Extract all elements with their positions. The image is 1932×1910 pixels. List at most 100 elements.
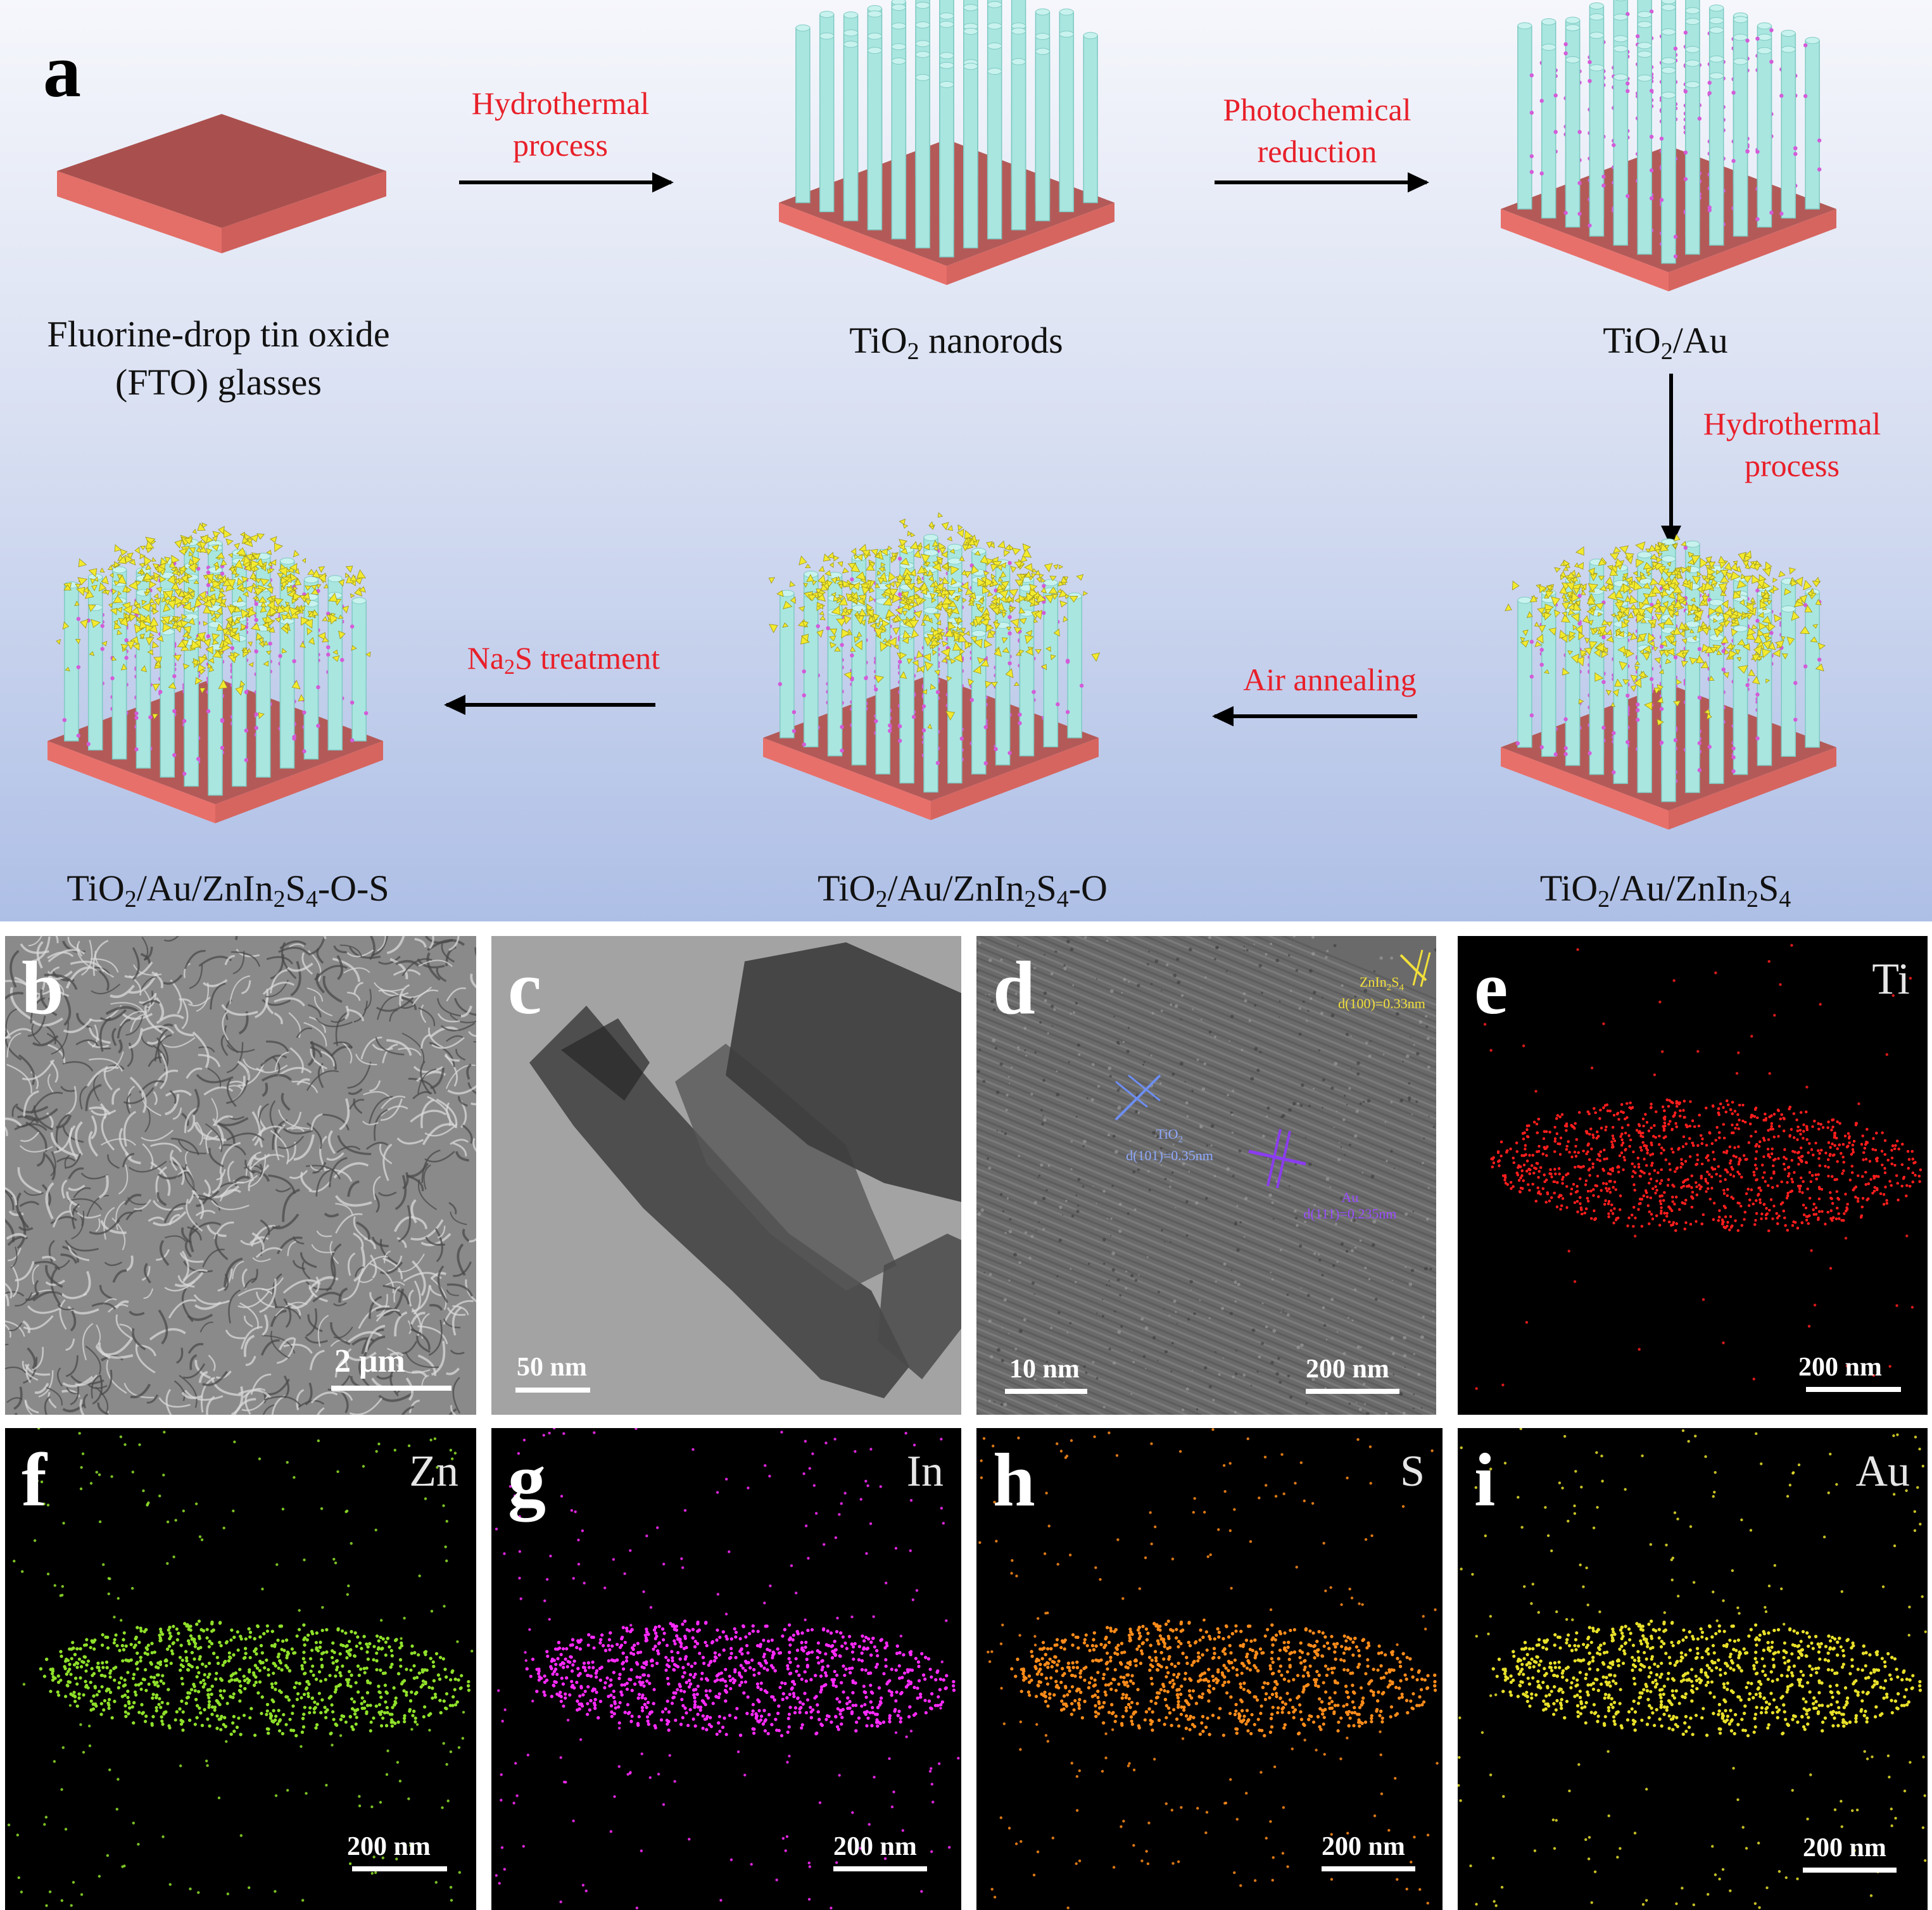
lattice-fringe	[976, 1258, 1354, 1415]
sem-flake	[95, 1218, 101, 1232]
sem-flake	[55, 936, 59, 944]
noise	[1127, 1212, 1130, 1215]
sem-flake	[314, 1276, 320, 1293]
noise	[1172, 1143, 1175, 1146]
sem-flake	[202, 1248, 225, 1268]
nanorod	[987, 68, 1002, 239]
sem-flake	[184, 1239, 193, 1258]
znin2s4-nanosheets	[768, 512, 1101, 730]
sem-flake	[111, 1027, 117, 1046]
noise	[1077, 1365, 1080, 1367]
noise	[1358, 1408, 1362, 1412]
lattice-fringe	[1184, 936, 1436, 1040]
lattice-fringe	[1253, 936, 1436, 1012]
noise	[1279, 1000, 1281, 1002]
noise	[1427, 1065, 1430, 1069]
noise	[1095, 1229, 1097, 1230]
sem-flake	[362, 1120, 379, 1125]
noise	[1242, 1374, 1246, 1377]
sem-flake	[260, 1225, 281, 1256]
sem-flake	[207, 1068, 222, 1087]
panel-b-sem-image: b 2 μm	[5, 936, 476, 1415]
sem-flake	[429, 936, 434, 949]
noise	[1130, 1274, 1134, 1278]
sem-flake	[317, 1315, 329, 1347]
sem-flake	[334, 1356, 350, 1378]
substrate-side	[1501, 747, 1669, 830]
sem-flake	[310, 1041, 337, 1070]
sem-flake	[95, 1386, 109, 1415]
nanorod	[254, 624, 272, 778]
noise	[1403, 1336, 1406, 1340]
sem-flake	[416, 1335, 431, 1353]
sem-flake	[127, 1085, 136, 1108]
arrow-step5	[444, 695, 655, 715]
noise	[1180, 994, 1184, 997]
noise	[1258, 964, 1262, 968]
sem-flake	[115, 1300, 129, 1309]
sem-flake	[216, 1168, 226, 1181]
lattice-fringe	[976, 979, 1436, 1172]
noise	[1251, 1328, 1256, 1332]
znin2s4-nanosheets	[56, 522, 371, 720]
scale-label-c: 50 nm	[517, 1354, 587, 1381]
noise	[1102, 1189, 1106, 1193]
noise	[1279, 1381, 1282, 1384]
lattice-fringe	[976, 996, 1436, 1189]
lattice-fringe	[976, 1002, 1436, 1194]
sem-flake	[372, 1043, 393, 1051]
noise	[1042, 1228, 1045, 1230]
noise	[1138, 1274, 1140, 1276]
sem-flake	[405, 1351, 439, 1369]
noise	[1085, 1371, 1088, 1374]
noise	[1420, 1407, 1423, 1409]
sem-flake	[54, 1260, 70, 1269]
lattice-fringe	[1142, 936, 1436, 1058]
noise	[1142, 1355, 1146, 1358]
noise	[1102, 1237, 1106, 1242]
noise	[1354, 1288, 1357, 1291]
noise	[1346, 1104, 1348, 1106]
noise	[1109, 1075, 1112, 1078]
lattice-fringe	[976, 1190, 1436, 1382]
hrt-sub: 2	[1178, 1134, 1184, 1144]
noise	[1402, 1412, 1406, 1415]
nanorod	[850, 604, 868, 766]
sem-flake	[470, 1102, 476, 1106]
step-line: process	[1684, 445, 1900, 486]
noise	[1242, 992, 1246, 996]
noise	[1336, 1331, 1339, 1333]
sem-flake	[5, 1190, 15, 1210]
sem-flake	[408, 1289, 414, 1307]
sem-flake	[394, 1311, 408, 1337]
lattice-fringe	[976, 1093, 1436, 1286]
noise	[1144, 1326, 1149, 1331]
noise	[1111, 1268, 1116, 1272]
sem-flake	[326, 1152, 344, 1161]
noise	[1427, 1037, 1430, 1040]
lattice-fringe	[976, 1270, 1327, 1415]
scale-bar-d	[1005, 1389, 1087, 1394]
sem-flake	[142, 1025, 175, 1034]
noise	[1412, 1210, 1415, 1213]
noise	[1148, 1189, 1151, 1192]
noise	[1028, 1256, 1032, 1260]
lattice-fringe	[976, 1304, 1244, 1415]
noise	[1170, 1180, 1172, 1182]
noise	[1208, 1385, 1212, 1389]
sem-flake	[68, 1245, 90, 1262]
sem-flake	[289, 943, 305, 948]
sem-flake	[44, 1396, 51, 1415]
sem-flake	[266, 956, 294, 964]
sem-flake	[452, 1377, 461, 1414]
noise	[1185, 1234, 1189, 1237]
noise	[1351, 1319, 1354, 1322]
sem-flake	[63, 994, 72, 1026]
sem-flake	[8, 1322, 23, 1332]
sem-flake	[379, 1239, 398, 1265]
sem-flake	[293, 1134, 315, 1161]
sem-flake	[48, 1239, 55, 1263]
tio2-au-label: TiO2/Au	[1494, 317, 1836, 365]
sem-flake	[106, 1410, 110, 1415]
sem-flake	[300, 1172, 312, 1192]
